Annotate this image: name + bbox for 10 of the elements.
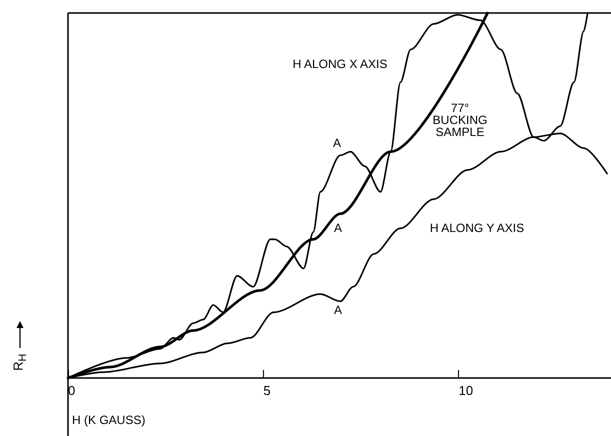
series-label: 77° BUCKING SAMPLE (432, 101, 488, 139)
series-label: H ALONG X AXIS (292, 57, 388, 71)
x-tick-label: 10 (458, 383, 474, 398)
x-axis-title: H (K GAUSS) (72, 413, 146, 427)
annotation: A (334, 221, 342, 235)
series-label: H ALONG Y AXIS (430, 221, 524, 235)
x-tick-label: 5 (263, 383, 271, 398)
annotation: A (332, 136, 342, 150)
x-tick-label: 0 (68, 383, 76, 398)
annotation: A (334, 303, 342, 317)
